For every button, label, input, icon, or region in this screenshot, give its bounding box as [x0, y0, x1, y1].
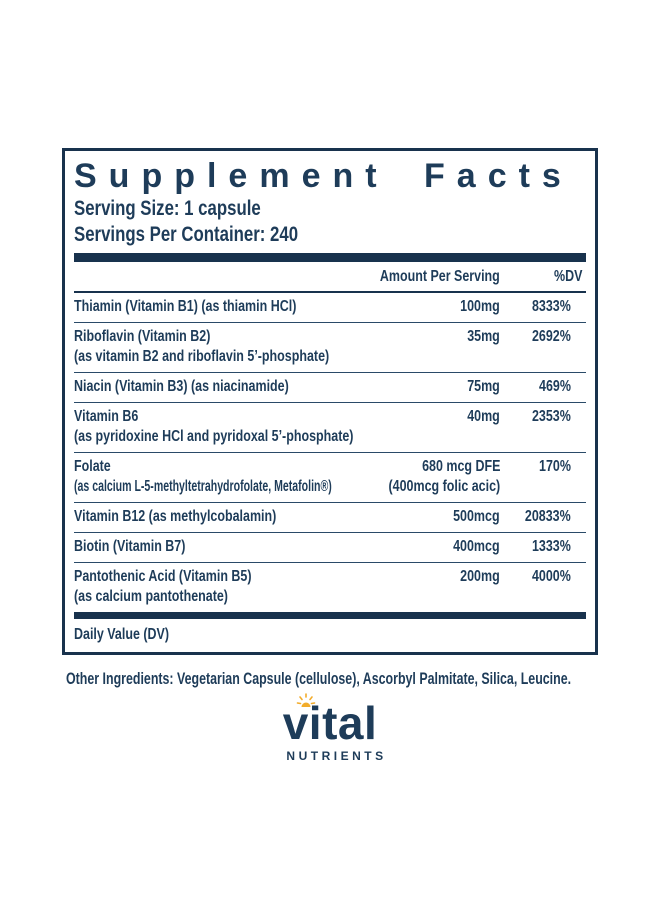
panel-title: Supplement Facts	[74, 157, 573, 195]
serving-size: Serving Size: 1 capsule	[74, 196, 586, 222]
nutrient-dv: 1333%	[532, 538, 571, 555]
nutrient-dv: 2692%	[532, 328, 571, 345]
table-row-vitamin-b12: Vitamin B12 (as methylcobalamin) 500mcg …	[74, 503, 586, 533]
daily-value-footnote: Daily Value (DV)	[74, 626, 170, 643]
table-row-niacin: Niacin (Vitamin B3) (as niacinamide) 75m…	[74, 373, 586, 403]
nutrient-amount: 680 mcg DFE	[421, 458, 500, 475]
nutrient-name-sub: (as vitamin B2 and riboflavin 5’-phospha…	[74, 348, 330, 365]
nutrient-amount: 75mg	[467, 378, 500, 395]
supplement-facts-panel: Supplement Facts Serving Size: 1 capsule…	[62, 148, 598, 655]
other-ingredients-text: Other Ingredients: Vegetarian Capsule (c…	[66, 669, 572, 688]
divider-bar-top	[74, 253, 586, 262]
nutrient-amount: 40mg	[467, 408, 500, 425]
nutrient-amount-sub: (400mcg folic acic)	[388, 478, 500, 495]
nutrient-dv: 20833%	[525, 508, 571, 525]
nutrient-name: Vitamin B6	[74, 408, 139, 425]
table-header: Amount Per Serving %DV	[74, 262, 586, 293]
nutrient-name: Thiamin (Vitamin B1) (as thiamin HCl)	[74, 298, 297, 315]
nutrient-dv: 469%	[539, 378, 571, 395]
servings-per-container: Servings Per Container: 240	[74, 222, 586, 248]
nutrient-dv: 8333%	[532, 298, 571, 315]
nutrient-name: Folate	[74, 458, 111, 475]
table-row-thiamin: Thiamin (Vitamin B1) (as thiamin HCl) 10…	[74, 293, 586, 323]
divider-bar-bottom	[74, 612, 586, 619]
nutrient-name-sub: (as calcium L-5-methyltetrahydrofolate, …	[74, 478, 332, 495]
nutrient-name: Niacin (Vitamin B3) (as niacinamide)	[74, 378, 289, 395]
brand-subtitle: NUTRIENTS	[286, 749, 387, 763]
nutrient-name-sub: (as pyridoxine HCl and pyridoxal 5’-phos…	[74, 428, 354, 445]
nutrient-dv: 170%	[539, 458, 571, 475]
nutrient-dv: 2353%	[532, 408, 571, 425]
table-row-folate: Folate (as calcium L-5-methyltetrahydrof…	[74, 453, 586, 503]
serving-size-text: Serving Size: 1 capsule	[74, 197, 261, 220]
other-ingredients: Other Ingredients: Vegetarian Capsule (c…	[66, 668, 660, 690]
nutrient-name-sub: (as calcium pantothenate)	[74, 588, 228, 605]
table-row-riboflavin: Riboflavin (Vitamin B2) (as vitamin B2 a…	[74, 323, 586, 373]
column-dv: %DV	[553, 268, 582, 285]
nutrient-name: Riboflavin (Vitamin B2)	[74, 328, 211, 345]
table-row-pantothenic-acid: Pantothenic Acid (Vitamin B5) (as calciu…	[74, 563, 586, 612]
nutrient-amount: 100mg	[460, 298, 500, 315]
nutrient-name: Pantothenic Acid (Vitamin B5)	[74, 568, 252, 585]
nutrient-amount: 400mcg	[453, 538, 500, 555]
nutrient-name: Vitamin B12 (as methylcobalamin)	[74, 508, 277, 525]
nutrient-rows: Thiamin (Vitamin B1) (as thiamin HCl) 10…	[74, 293, 586, 612]
nutrient-name: Biotin (Vitamin B7)	[74, 538, 186, 555]
servings-per-container-text: Servings Per Container: 240	[74, 223, 299, 246]
nutrient-dv: 4000%	[532, 568, 571, 585]
table-row-vitamin-b6: Vitamin B6 (as pyridoxine HCl and pyrido…	[74, 403, 586, 453]
column-amount-per-serving: Amount Per Serving	[380, 268, 500, 285]
sun-icon	[297, 693, 316, 707]
nutrient-amount: 35mg	[467, 328, 500, 345]
dot-cover	[300, 704, 313, 714]
table-row-biotin: Biotin (Vitamin B7) 400mcg 1333%	[74, 533, 586, 563]
brand-logo: vital NUTRIENTS	[0, 693, 660, 765]
nutrient-amount: 500mcg	[453, 508, 500, 525]
brand-name: vital	[282, 697, 378, 749]
nutrient-amount: 200mg	[460, 568, 500, 585]
